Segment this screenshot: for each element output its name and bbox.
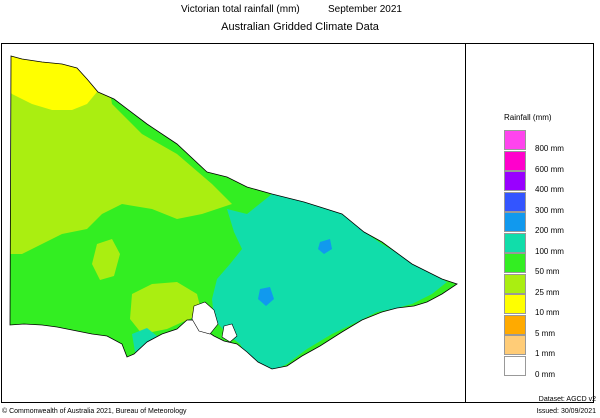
legend-label: 25 mm xyxy=(535,287,560,297)
legend-swatch xyxy=(504,212,526,232)
legend-swatch xyxy=(504,314,526,335)
legend-label: 50 mm xyxy=(535,267,560,276)
two-hundred-mm-spot-2 xyxy=(258,287,274,306)
legend-swatch xyxy=(504,273,526,294)
ten-mm-zone xyxy=(10,56,97,110)
map-frame xyxy=(1,43,594,403)
legend-swatch xyxy=(504,232,526,253)
legend-label: 10 mm xyxy=(535,308,560,317)
legend-swatch xyxy=(504,253,526,273)
port-phillip-bay xyxy=(191,301,219,335)
copyright-text: © Commonwealth of Australia 2021, Bureau… xyxy=(2,408,187,415)
legend-label: 600 mm xyxy=(535,164,564,174)
legend-swatch xyxy=(504,171,526,191)
legend-label: 5 mm xyxy=(535,328,555,338)
legend-label: 1 mm xyxy=(535,349,555,358)
map-period: September 2021 xyxy=(328,4,402,15)
legend-label: 800 mm xyxy=(535,144,564,153)
legend-label: 300 mm xyxy=(535,205,564,215)
legend-swatch xyxy=(504,355,526,376)
legend-label: 200 mm xyxy=(535,226,564,235)
victoria-outline xyxy=(9,55,458,370)
legend-swatch xyxy=(504,150,526,171)
hundred-mm-zone xyxy=(212,194,447,369)
twentyfive-mm-zone-central xyxy=(92,239,120,280)
legend-title: Rainfall (mm) xyxy=(504,113,552,122)
legend-swatch xyxy=(504,130,526,150)
two-hundred-mm-spot-1 xyxy=(318,239,332,254)
legend-swatch xyxy=(504,294,526,314)
legend-label: 0 mm xyxy=(535,369,555,379)
legend-label: 400 mm xyxy=(535,185,564,194)
legend-swatch xyxy=(504,335,526,355)
western-port xyxy=(221,323,238,343)
map-subtitle: Australian Gridded Climate Data xyxy=(221,21,379,33)
twentyfive-mm-zone-south xyxy=(130,282,202,334)
victoria-rainfall-map xyxy=(9,55,458,370)
issued-date: Issued: 30/09/2021 xyxy=(536,408,596,415)
legend-divider xyxy=(465,43,466,403)
legend-label: 100 mm xyxy=(535,246,564,256)
legend-swatch xyxy=(504,191,526,212)
map-title: Victorian total rainfall (mm) xyxy=(181,4,300,15)
dataset-label: Dataset: AGCD v2 xyxy=(538,396,596,403)
